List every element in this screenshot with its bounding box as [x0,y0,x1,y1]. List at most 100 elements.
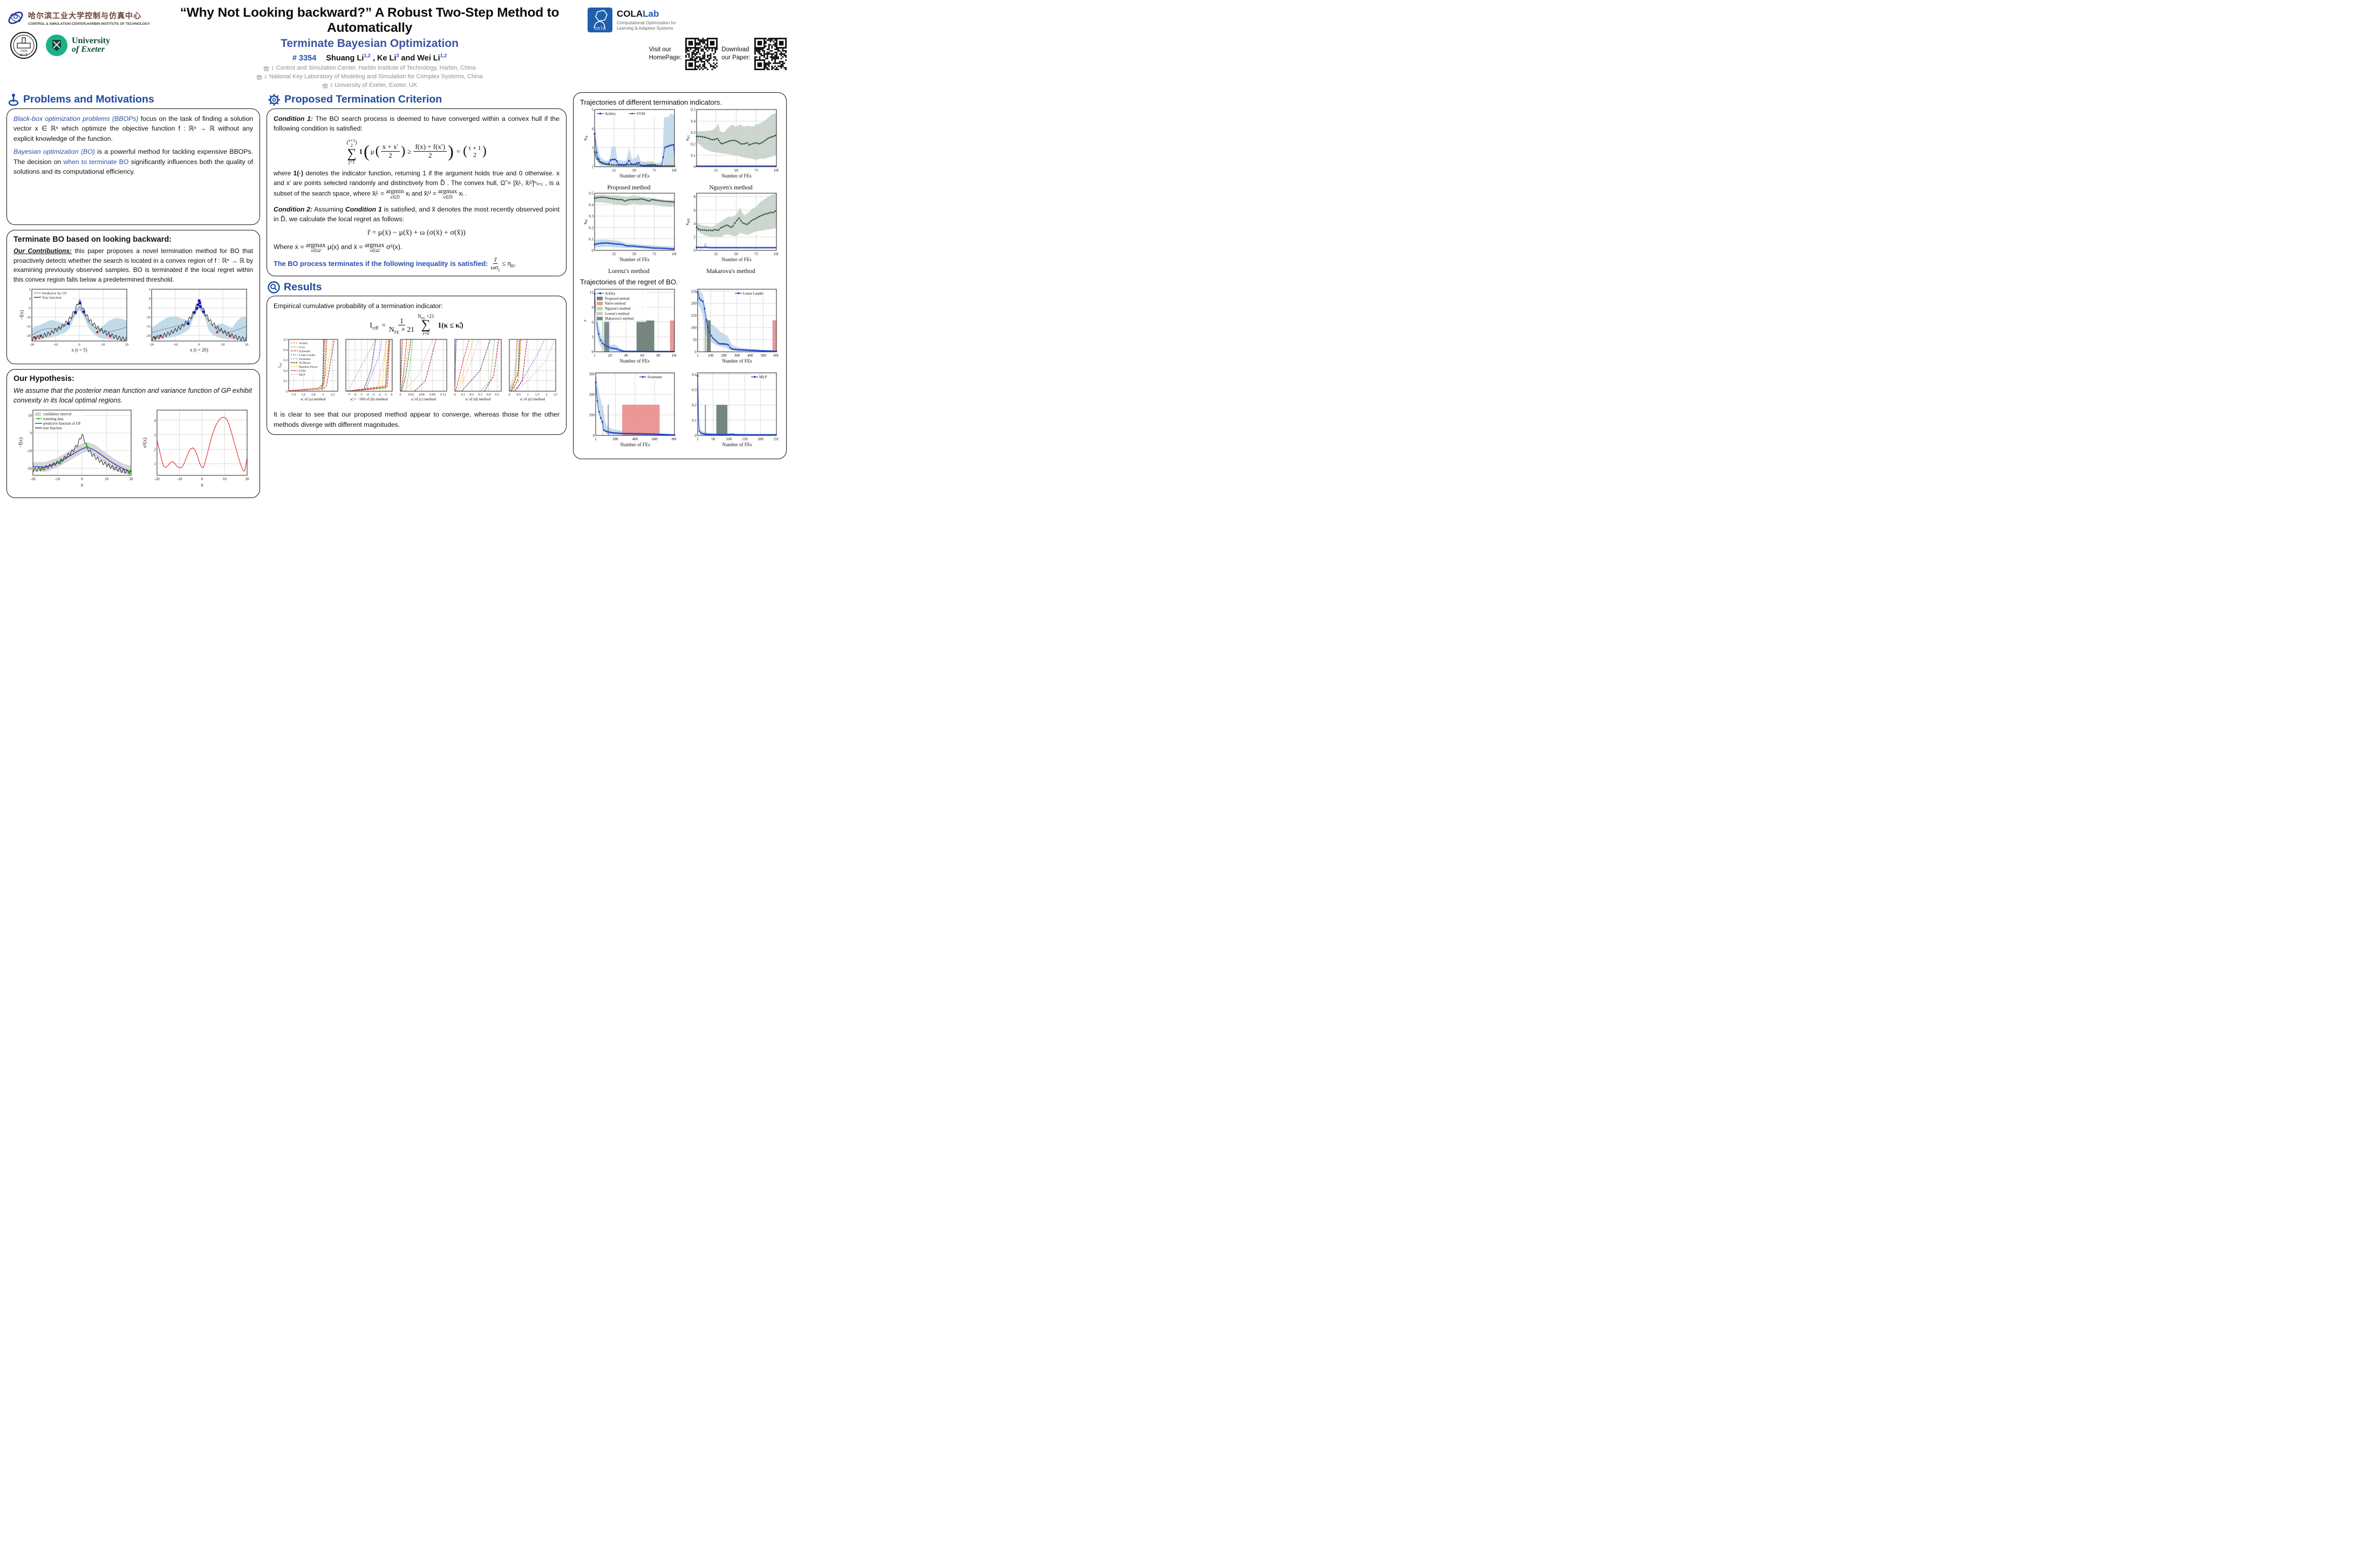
svg-text:0.1: 0.1 [589,237,594,241]
paper-qr-label: Download our Paper: [721,46,751,61]
motivation-box: Black-box optimization problems (BBOPs) … [6,108,260,225]
svg-text:3: 3 [154,433,156,437]
svg-text:4: 4 [591,127,594,131]
svg-text:Nguyen's method: Nguyen's method [605,307,631,311]
svg-text:2: 2 [154,447,156,452]
svg-text:0: 0 [400,393,401,397]
left-logos: 哈尔滨工业大学控制与仿真中心 CONTROL & SIMULATION CENT… [6,3,166,59]
cdf-chart-a: 1.4 1.6 1.8 2 2.2 0 0.1 0.2 0.3 0.4 0.5 κ̃ᵢ of (a) … [277,339,338,401]
caption-makarova: Makarova's method [706,268,755,275]
svg-text:0: 0 [592,433,595,438]
csc-logo-english: CONTROL & SIMULATION CENTER,HARBIN INSTI… [28,22,150,26]
institution-icon [322,83,328,88]
svg-text:0.03: 0.03 [408,393,414,397]
svg-text:-10: -10 [27,449,32,453]
gp-demo-chart-t5: -20 -10 0 10 20 5 0 -5 -10 -15 -20 x (t = 5) −f(x) Pr… [19,288,128,352]
hypothesis-box: Our Hypothesis: We assume that the poste… [6,369,260,499]
indicator-chart-makarova: 25 50 75 100 0 2 4 6 8 Number of FEs κdiff [684,193,779,262]
svg-text:500: 500 [760,353,766,358]
svg-text:Number of FEs: Number of FEs [619,173,650,179]
svg-text:-10: -10 [177,477,182,481]
cdf-chart-d: 0 0.1 0.2 0.3 0.4 0.5 κ̃ᵢ of (d) method [454,339,502,401]
gear-icon [268,93,280,106]
svg-text:Naïve method: Naïve method [605,302,626,306]
svg-text:0.2: 0.2 [284,370,288,373]
svg-text:400: 400 [747,353,753,358]
hypothesis-variance-chart: -20 -10 0 10 20 1 2 3 4 x σ²(x) [142,410,249,488]
svg-text:XGBoost: XGBoost [299,362,311,365]
svg-text:0.3: 0.3 [284,359,288,363]
homepage-qr-label: Visit our HomePage: [649,46,682,61]
svg-text:-5: -5 [28,306,30,310]
condition2-text: Condition 2: Assuming Condition 1 is sat… [274,206,560,223]
cdf-chart-e: 0 0.5 1 1.5 2 2.5 κ̃ᵢ of (e) method [509,339,557,401]
institution-icon [263,66,270,71]
svg-text:0: 0 [454,393,456,397]
svg-text:200: 200 [758,437,763,441]
condition2-where-text: Where ẋ = argmax x∈Ω̃ μ(x) and ẍ = argmax… [274,241,403,254]
svg-text:0.1: 0.1 [461,393,466,397]
section-problems-motivations: Problems and Motivations [8,93,260,106]
svg-text:Number of FEs: Number of FEs [620,442,650,447]
termination-inequality: The BO process terminates if the followi… [274,255,516,272]
svg-text:Lorenz's method: Lorenz's method [605,312,630,316]
svg-text:κEI: κEI [684,135,691,141]
results-conclusion: It is clear to see that our proposed met… [274,411,560,428]
svg-text:1: 1 [154,462,156,466]
svg-text:Number of FEs: Number of FEs [619,358,650,364]
regret-chart-swimmer: 1 200 400 600 800 0 100 200 300 Number of FEs Swim… [589,372,677,447]
svg-text:-15: -15 [26,325,31,329]
svg-text:75: 75 [652,252,657,256]
svg-text:50: 50 [711,437,715,441]
svg-text:300: 300 [589,372,595,376]
gp-demo-chart-t20: -20 -10 0 10 20 5 0 -5 -10 -15 -20 x (t = 20) [146,288,248,352]
svg-text:0.5: 0.5 [589,191,594,195]
svg-text:0: 0 [78,343,80,346]
svg-text:Icdf: Icdf [277,363,283,368]
indicator-chart-lorenz: 25 50 75 100 0 0.1 0.2 0.3 0.4 0.5 Number of FEs κP… [582,191,678,262]
authors-line: # 3354 Shuang Li1,2 , Ke Li3 and Wei Li1… [292,53,447,63]
svg-text:κ̃ᵢ of (e) method: κ̃ᵢ of (e) method [520,397,545,401]
svg-text:Ackley: Ackley [605,112,616,116]
regret-chart-lunar-lander: 1 100 200 300 400 500 600 0 50 100 150 200 250 Number… [691,289,779,364]
svg-text:0: 0 [201,477,203,481]
hit-emblem-icon: 1920 H I T [10,32,37,59]
svg-text:Number of FEs: Number of FEs [722,358,752,364]
svg-text:-20: -20 [146,334,151,338]
svg-text:1: 1 [697,437,699,441]
svg-text:2: 2 [693,235,695,240]
svg-text:MLP: MLP [299,373,305,377]
svg-text:x: x [201,483,203,488]
svg-text:0: 0 [81,477,84,481]
colalab-logo-icon: cola [588,8,612,32]
svg-text:800: 800 [671,437,676,441]
svg-text:Number of FEs: Number of FEs [722,442,752,447]
svg-text:10: 10 [221,343,224,346]
magnifier-icon [268,281,280,294]
icdf-equation: Icdf = 1 NFE × 21 NFE ×21 ∑ i=0 1(κ ≤ κ̃ᵢ… [370,313,463,337]
homepage-qr-code [685,38,718,70]
svg-text:Lunar Lander: Lunar Lander [299,354,316,357]
cdf-chart-c: 0 0.03 0.06 0.09 0.12 κ̃ᵢ of (c) method [400,339,447,401]
indicators-title: Trajectories of different termination in… [580,98,722,106]
affiliations: 1 Control and Simulation Center, Harbin I… [166,64,574,90]
section-termination-criterion: Proposed Termination Criterion [268,93,567,106]
caption-proposed: Proposed method [607,184,651,191]
svg-text:0: 0 [286,391,288,394]
svg-text:0: 0 [694,433,697,438]
svg-text:0.12: 0.12 [440,393,446,397]
poster-header: 哈尔滨工业大学控制与仿真中心 CONTROL & SIMULATION CENT… [0,0,793,91]
svg-text:-10: -10 [173,343,178,346]
svg-text:0.4: 0.4 [691,119,695,124]
cola-box-label: cola [594,26,606,31]
svg-text:-6: -6 [353,393,356,397]
svg-text:0.2: 0.2 [470,393,474,397]
svg-text:κdiff: κdiff [684,218,691,225]
exeter-crest-icon [46,35,67,56]
svg-text:0: 0 [198,343,200,346]
svg-text:0: 0 [29,297,30,301]
svg-text:0: 0 [694,350,697,354]
svg-text:-20: -20 [29,343,34,346]
svg-text:10: 10 [223,477,227,481]
